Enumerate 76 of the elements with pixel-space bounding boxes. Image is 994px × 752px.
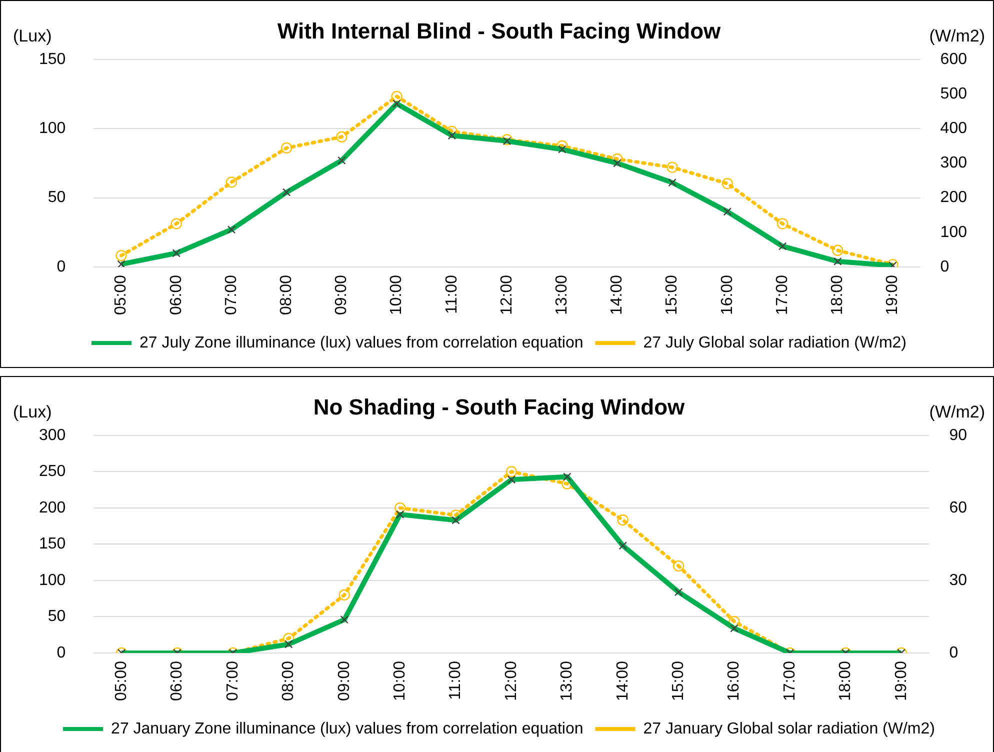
y-tick-label: 250	[38, 463, 66, 480]
x-tick-label: 07:00	[224, 660, 242, 702]
y2-axis-title: (W/m2)	[929, 402, 985, 422]
y2-tick-label: 600	[940, 50, 968, 68]
x-tick-label: 05:00	[112, 274, 130, 316]
x-tick-label: 15:00	[670, 660, 687, 702]
x-tick-label: 08:00	[280, 660, 298, 702]
point	[722, 178, 734, 190]
y2-tick-label: 0	[940, 258, 950, 276]
point	[336, 131, 348, 142]
point	[394, 502, 406, 514]
y-tick-label: 300	[38, 426, 66, 444]
legend-label: 27 July Global solar radiation (W/m2)	[643, 334, 906, 352]
x-tick-label: 11:00	[447, 660, 464, 700]
x-tick-label: 16:00	[726, 660, 743, 702]
legend-label: 27 January Global solar radiation (W/m2)	[643, 720, 935, 738]
x-tick-label: 13:00	[554, 274, 571, 316]
x-tick-label: 06:00	[168, 274, 185, 316]
point	[617, 514, 628, 526]
x-tick-label: 16:00	[718, 274, 736, 316]
x-tick-label: 08:00	[278, 274, 295, 316]
y-tick-label: 100	[38, 572, 66, 589]
point	[226, 176, 238, 188]
x-tick-label: 17:00	[781, 660, 798, 702]
x-tick-label: 19:00	[892, 660, 910, 702]
y-tick-label: 0	[56, 258, 66, 276]
point	[832, 244, 844, 256]
y-tick-label: 50	[48, 608, 66, 626]
x-tick-label: 14:00	[614, 660, 632, 702]
y2-tick-label: 60	[949, 499, 968, 516]
x-tick-label: 09:00	[336, 660, 353, 702]
point	[506, 466, 518, 478]
point	[672, 560, 684, 572]
point	[116, 250, 127, 262]
y-tick-label: 50	[48, 189, 66, 206]
x-tick-label: 11:00	[443, 274, 460, 314]
legend-label: 27 January Zone illuminance (lux) values from correlation equation	[111, 720, 584, 738]
x-tick-label: 18:00	[837, 660, 854, 702]
y-tick-label: 200	[38, 499, 66, 516]
y-axis-title: (Lux)	[13, 402, 52, 422]
point	[776, 218, 788, 230]
x-tick-label: 05:00	[112, 660, 130, 702]
y2-tick-label: 30	[949, 572, 968, 589]
y2-tick-label: 200	[940, 189, 968, 206]
x-tick-label: 14:00	[608, 274, 626, 316]
y2-tick-label: 90	[949, 426, 968, 444]
y2-tick-label: 300	[940, 154, 968, 172]
y2-tick-label: 100	[940, 224, 968, 241]
y-axis-title: (Lux)	[13, 26, 52, 46]
y2-axis-title: (W/m2)	[929, 26, 985, 46]
point	[170, 218, 182, 230]
y-tick-label: 100	[38, 120, 66, 137]
point	[280, 142, 292, 154]
y-tick-label: 150	[38, 50, 66, 68]
legend-label: 27 July Zone illuminance (lux) values from correlation equation	[140, 334, 584, 352]
x-tick-label: 18:00	[829, 274, 846, 316]
x-tick-label: 06:00	[168, 660, 186, 702]
x-tick-label: 12:00	[502, 660, 520, 702]
point	[391, 90, 402, 102]
x-tick-label: 17:00	[774, 274, 791, 316]
x-tick-label: 19:00	[884, 274, 902, 316]
x-tick-label: 07:00	[222, 274, 240, 316]
y-tick-label: 150	[38, 536, 66, 553]
x-tick-label: 13:00	[558, 660, 576, 702]
x-tick-label: 09:00	[333, 274, 350, 316]
point	[666, 162, 678, 173]
x-tick-label: 10:00	[391, 660, 408, 702]
y2-tick-label: 0	[949, 644, 958, 662]
chart-title: No Shading - South Facing Window	[313, 394, 686, 420]
y2-tick-label: 500	[940, 85, 968, 102]
y2-tick-label: 400	[940, 120, 968, 137]
x-tick-label: 12:00	[498, 274, 516, 316]
y-tick-label: 0	[56, 644, 66, 662]
chart-title: With Internal Blind - South Facing Window	[277, 18, 722, 44]
x-tick-label: 10:00	[388, 274, 406, 316]
x-tick-label: 15:00	[664, 274, 681, 316]
